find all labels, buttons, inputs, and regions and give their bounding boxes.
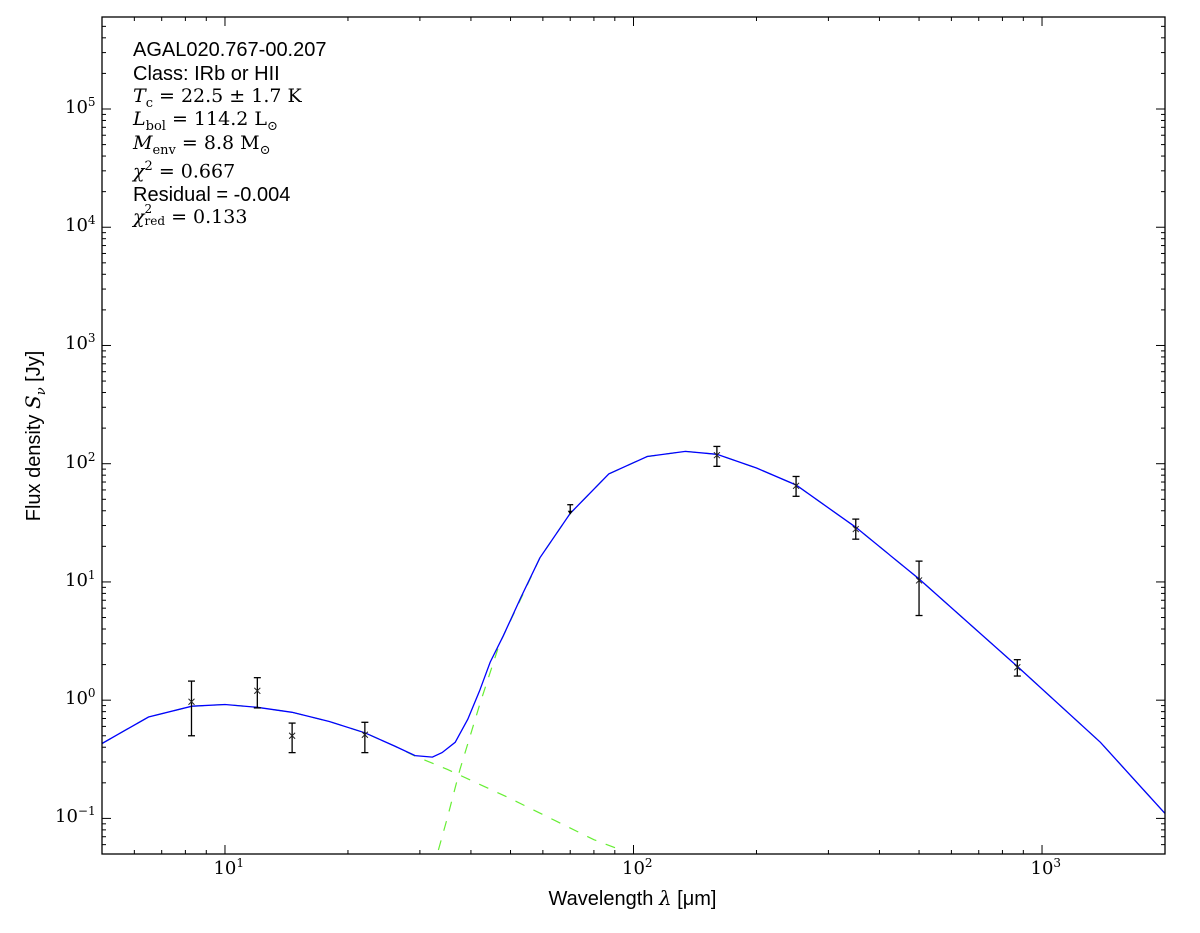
chi2-reduced-label: χ 2 red = 0.133 — [133, 202, 248, 228]
mass-label: Menv = 8.8 M⊙ — [133, 132, 271, 158]
chi2-label: χ2 = 0.667 — [133, 159, 236, 183]
total-model-line — [102, 450, 1165, 814]
x-tick-label: 102 — [622, 856, 653, 879]
data-point-marker — [253, 687, 261, 695]
data-point-marker — [1013, 663, 1021, 671]
source-class: Class: IRb or HII — [133, 63, 280, 85]
data-point-marker — [288, 732, 296, 740]
temperature-label: Tc = 22.5 ± 1.7 K — [133, 85, 302, 111]
data-point-marker — [188, 698, 195, 706]
luminosity-label: Lbol = 114.2 L⊙ — [133, 108, 278, 134]
x-tick-label: 103 — [1030, 856, 1062, 879]
y-tick-label: 101 — [65, 567, 96, 591]
y-tick-label: 104 — [65, 213, 96, 237]
data-point-marker — [852, 525, 860, 533]
y-axis-label: Flux density Sν [Jy] — [21, 350, 49, 522]
data-point-marker — [713, 451, 721, 459]
data-point-marker — [915, 577, 923, 584]
y-tick-label: 105 — [65, 95, 96, 118]
data-point-marker — [792, 482, 800, 490]
y-tick-label: 102 — [65, 449, 96, 473]
x-axis-label: Wavelength λ [μm] — [548, 886, 717, 910]
source-name: AGAL020.767-00.207 — [133, 39, 327, 61]
upper-limit-arrow — [567, 510, 573, 515]
cold-component-line — [437, 450, 1165, 851]
y-tick-label: 103 — [65, 331, 96, 355]
y-tick-label: 10−1 — [55, 804, 96, 828]
x-tick-label: 101 — [213, 856, 245, 879]
warm-component-line — [102, 703, 619, 850]
data-point-marker — [361, 731, 369, 739]
y-tick-label: 100 — [65, 686, 96, 710]
residual-label: Residual = -0.004 — [133, 184, 291, 206]
